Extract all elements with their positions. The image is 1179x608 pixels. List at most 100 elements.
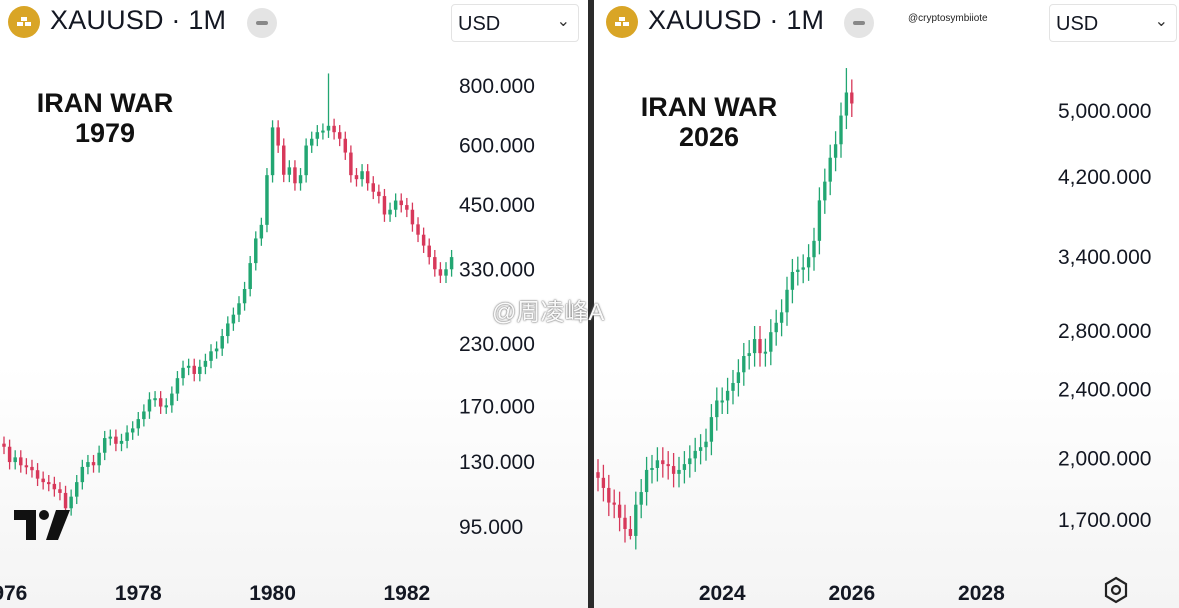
candle-up [102,438,107,453]
minus-icon [853,21,865,25]
collapse-button[interactable] [844,8,874,38]
currency-dropdown[interactable]: USD ⌄ [1049,4,1177,42]
candle-up [731,382,735,391]
candle-down [365,171,370,184]
candle-up [736,372,741,383]
candle-up [785,289,789,313]
candle-up [214,348,219,352]
candle-up [388,209,392,215]
candle-up [725,390,730,401]
candle-up [769,332,773,352]
minus-icon [256,21,268,25]
candle-up [231,314,236,324]
y-tick-label: 2,800.000 [1058,320,1151,343]
y-tick-label: 170.000 [459,396,535,419]
candle-down [343,138,348,153]
currency-dropdown[interactable]: USD ⌄ [451,4,579,42]
candle-up [315,132,320,139]
candle-up [644,469,649,493]
candle-up [119,440,124,444]
candle-down [427,245,431,258]
creator-tag: @cryptosymbiiote [908,13,988,24]
candle-up [823,181,827,201]
candle-up [833,144,838,158]
candle-down [47,482,51,485]
annotation-line-2: 1979 [74,118,136,148]
candle-up [844,92,849,116]
y-tick-label: 5,000.000 [1058,100,1151,123]
y-tick-label: 3,400.000 [1058,246,1151,269]
candle-down [58,489,62,493]
candle-up [763,351,768,354]
candle-up [242,289,247,304]
candle-down [850,92,854,104]
candle-down [438,269,443,276]
candle-up [80,466,85,483]
x-tick-label: 2026 [828,582,875,605]
gear-hexagon-icon[interactable] [1102,576,1130,608]
candle-down [416,224,420,235]
candle-up [444,269,448,276]
candle-down [41,478,45,483]
annotation-iran-war-2026: IRAN WAR 2026 [634,92,784,152]
candle-up [682,464,687,470]
candle-down [612,502,616,505]
candle-up [796,269,800,272]
symbol-label[interactable]: XAUUSD · 1M [50,5,227,35]
candle-up [74,482,79,497]
candle-down [19,457,23,466]
x-tick-label: 1976 [0,582,27,605]
collapse-button[interactable] [247,8,277,38]
candle-up [806,257,811,268]
candle-down [114,436,118,444]
chart-header: XAUUSD · 1M USD ⌄ [0,0,588,44]
candle-up [704,441,708,448]
y-tick-label: 95.000 [459,516,523,539]
chevron-down-icon: ⌄ [556,13,570,30]
candle-up [304,145,308,176]
candle-down [758,339,762,354]
candle-up [817,200,822,241]
candle-down [282,145,286,175]
symbol-label[interactable]: XAUUSD · 1M [648,5,825,35]
candle-up [747,353,751,357]
candle-down [623,517,627,530]
candle-down [24,465,29,468]
candle-down [617,504,622,518]
candle-down [35,470,40,479]
x-tick-label: 1980 [249,582,296,605]
y-tick-label: 4,200.000 [1058,166,1151,189]
candle-down [666,464,670,467]
chart-panel-1979: 800.000 600.000 450.000 330.000 230.000 170.0… [0,0,588,608]
gold-bars-icon [606,6,638,38]
y-tick-label: 450.000 [459,194,535,217]
candle-down [332,125,336,133]
candle-up [248,263,252,290]
candle-down [7,446,12,463]
candle-up [779,312,784,323]
candle-up [709,417,714,442]
y-tick-label: 130.000 [459,451,535,474]
annotation-line-1: IRAN WAR [36,88,174,118]
candle-down [377,191,381,197]
x-tick-label: 2024 [699,582,746,605]
candle-down [349,152,353,176]
candle-up [639,492,643,505]
candle-up [108,436,113,439]
candle-up [321,130,325,133]
candle-up [693,450,697,459]
candle-up [752,339,757,354]
currency-label: USD [458,13,501,35]
candle-up [677,469,681,474]
candle-down [371,183,376,192]
candle-up [164,405,168,408]
candle-up [326,125,331,131]
y-tick-label: 800.000 [459,75,535,98]
candle-up [198,366,202,374]
candle-up [655,460,660,468]
candle-up [828,157,832,182]
candle-up [812,240,816,258]
watermark: @周凌峰A [492,299,605,326]
candle-up [270,127,275,176]
candle-up [801,267,805,270]
